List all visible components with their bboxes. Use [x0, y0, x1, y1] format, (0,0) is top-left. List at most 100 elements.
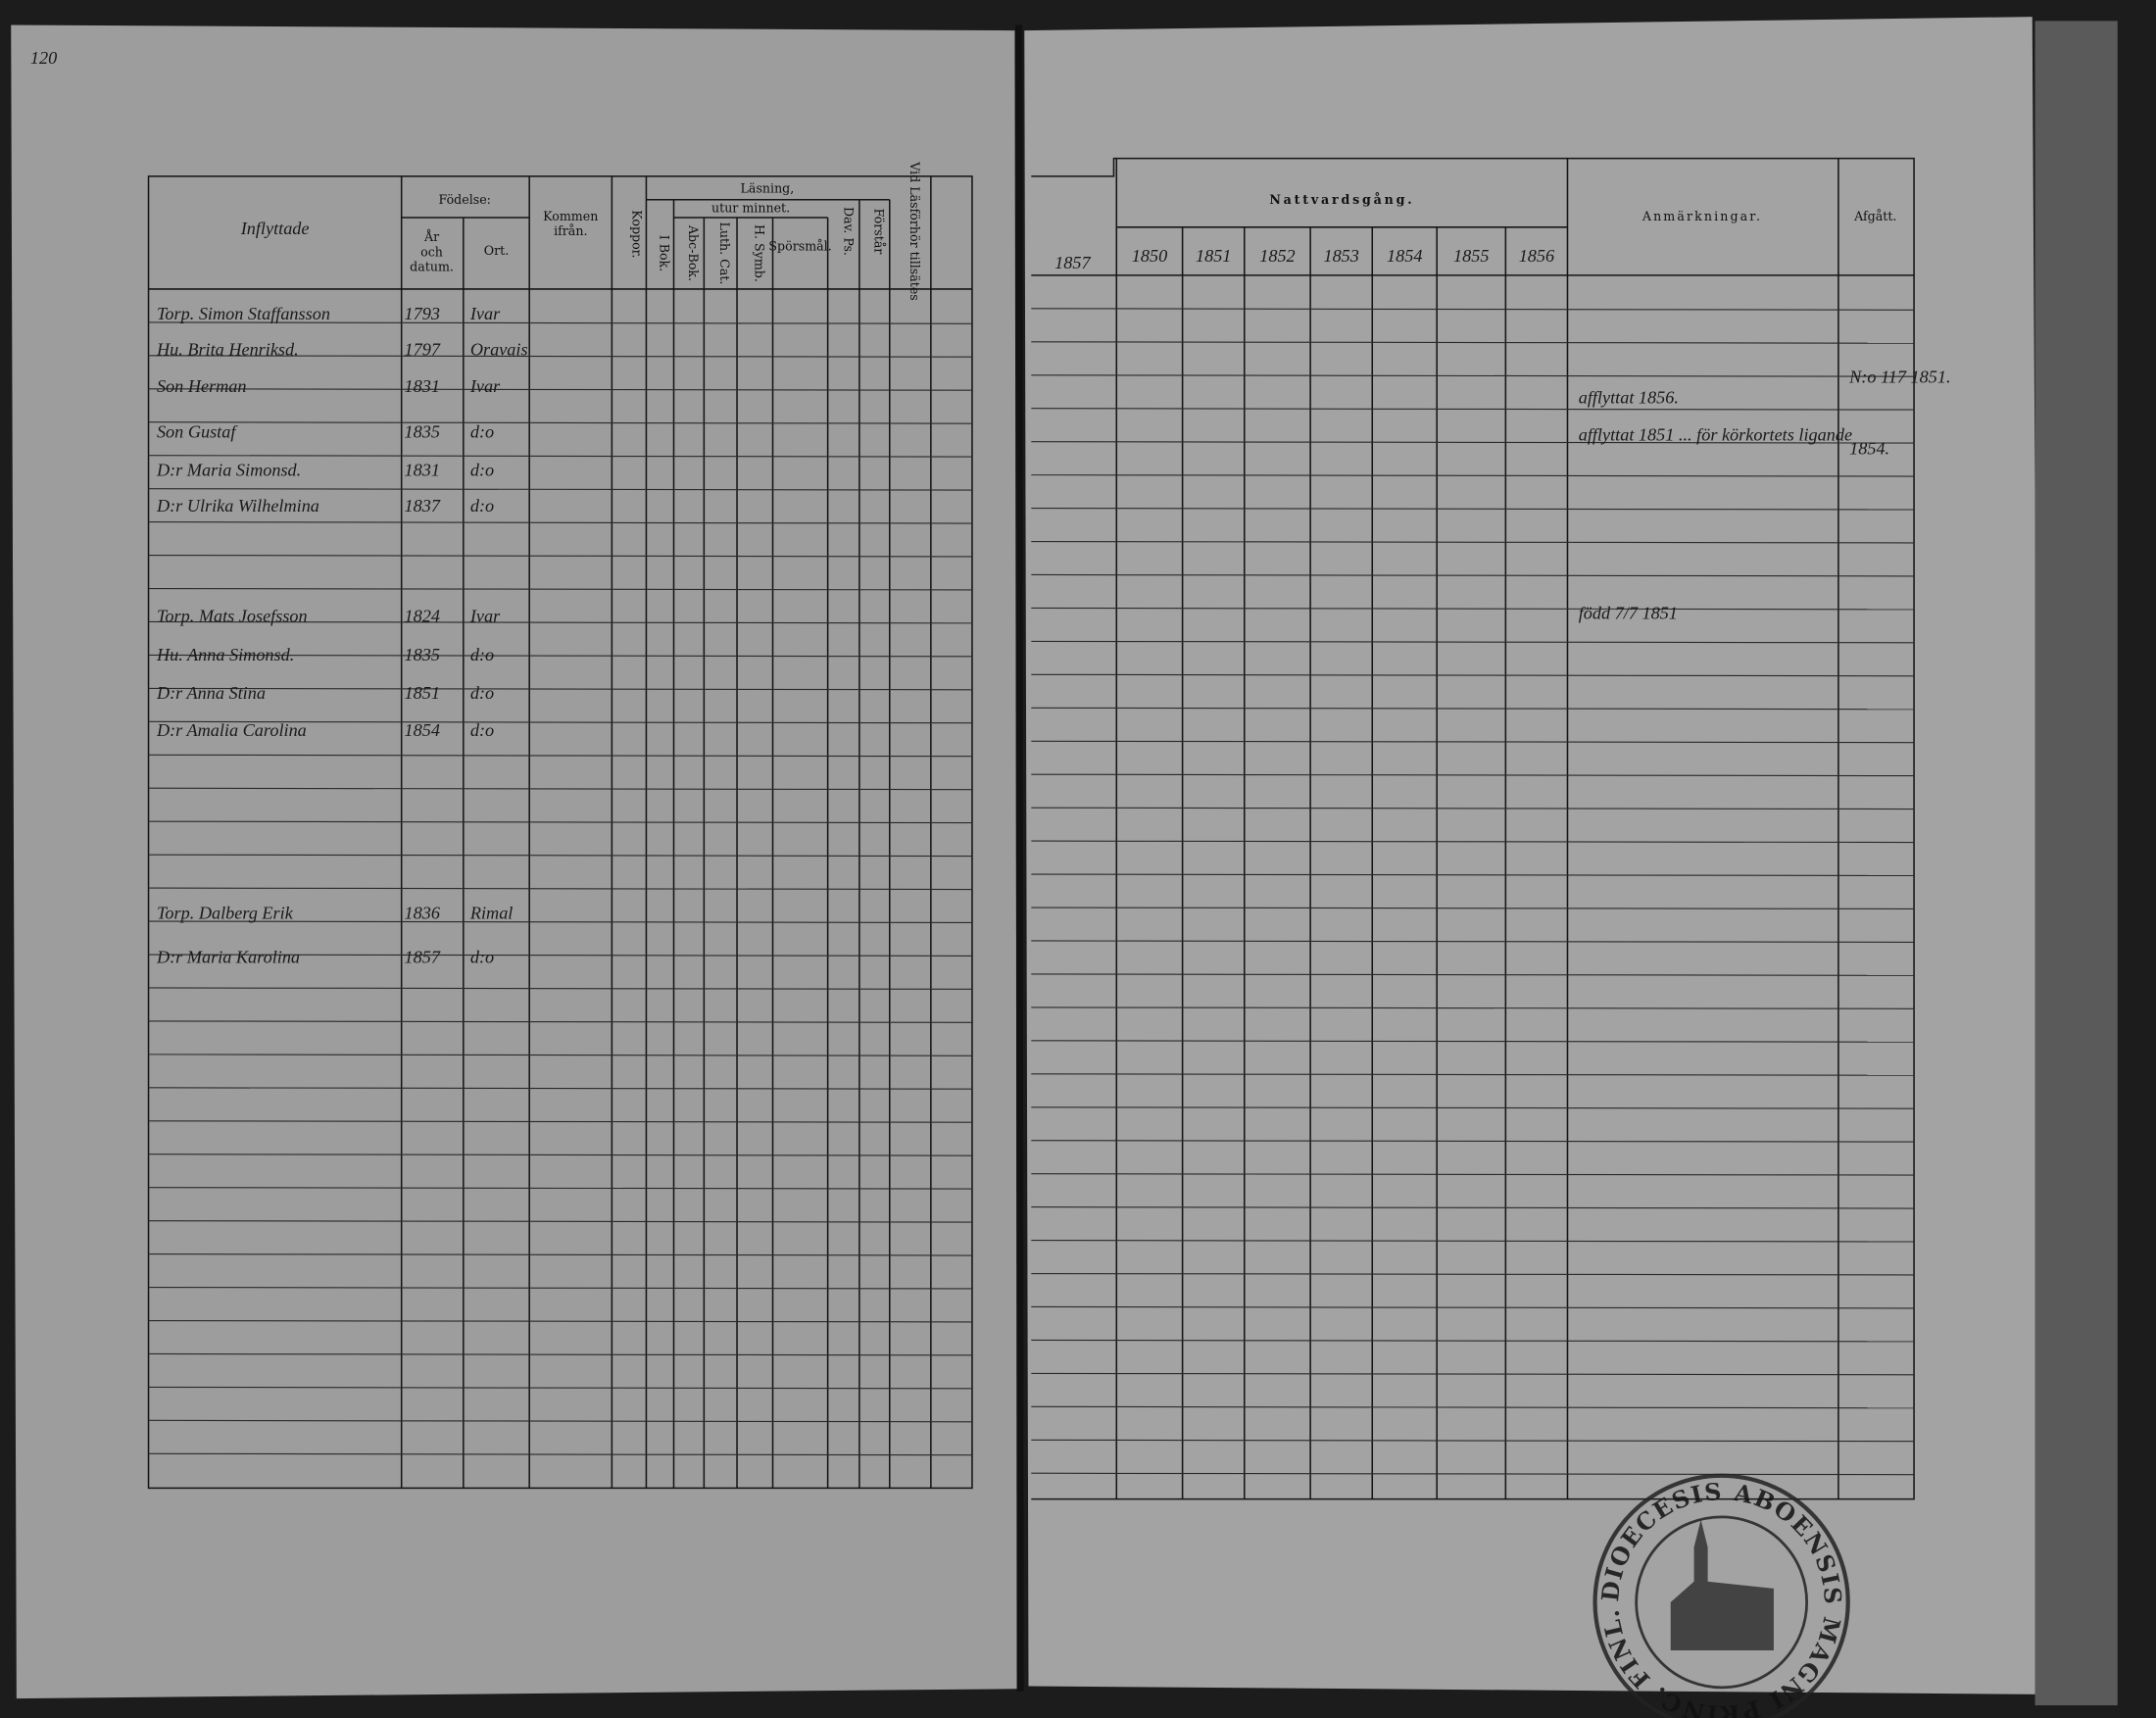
year-label: 1857 — [1054, 253, 1091, 272]
rule — [148, 820, 972, 824]
entry-born: 1831 — [405, 376, 440, 396]
heading: Dav. Ps. — [841, 207, 856, 256]
entry-name: Torp. Mats Josefsson — [157, 606, 308, 625]
heading: Ort. — [484, 243, 509, 258]
book-edge — [2034, 21, 2118, 1706]
departed: 1854. — [1849, 438, 1889, 458]
departed: N:o 117 1851. — [1848, 367, 1950, 386]
entry-name: Hu. Anna Simonsd. — [156, 645, 294, 664]
heading-line: och — [420, 244, 443, 259]
heading: Luth. Cat. — [717, 221, 732, 284]
heading-line: Spörsmål. — [768, 239, 831, 254]
rule — [148, 1087, 972, 1090]
rule — [1031, 308, 1915, 311]
rule — [148, 920, 972, 924]
year: 1854 — [1387, 246, 1422, 266]
heading: Koppor. — [629, 210, 644, 258]
stamp-ring — [1635, 1515, 1809, 1690]
rule — [1031, 1339, 1915, 1343]
entry-name: Torp. Dalberg Erik — [157, 904, 294, 923]
entry-place: Ivar — [469, 606, 501, 625]
entry-name: D:r Ulrika Wilhelmina — [156, 496, 319, 515]
rule — [148, 421, 972, 424]
rule — [148, 455, 972, 458]
entry-born: 1835 — [405, 421, 440, 441]
heading: I Bok. — [657, 235, 671, 272]
heading: Läsning, — [741, 181, 795, 196]
rule — [148, 1020, 972, 1023]
rule — [1031, 1006, 1915, 1009]
remark: född 7/7 1851 — [1579, 604, 1678, 623]
rule — [1031, 873, 1915, 877]
entry-place: Rimal — [469, 904, 514, 923]
rule — [148, 754, 972, 758]
entry-place: Ivar — [469, 376, 501, 396]
rule — [1031, 1439, 1915, 1443]
right-page — [1024, 17, 2042, 1694]
entry-place: Oravais — [470, 339, 528, 359]
entry-place: d:o — [470, 947, 494, 966]
entry-name: Son Gustaf — [157, 421, 238, 441]
rule — [1031, 773, 1915, 777]
heading-line: År — [423, 229, 440, 244]
heading: Anmärkningar. — [1642, 209, 1762, 223]
rule — [148, 720, 972, 724]
heading: Inflyttade — [240, 219, 310, 238]
rule — [1031, 474, 1915, 477]
heading: Abc-Bok. — [686, 224, 701, 281]
rule — [1031, 341, 1915, 344]
rule — [148, 1452, 972, 1456]
year: 1850 — [1132, 246, 1167, 266]
entry-born: 1837 — [405, 496, 441, 515]
rule — [148, 1120, 972, 1123]
year: 1851 — [1196, 246, 1231, 266]
year: 1853 — [1323, 246, 1358, 266]
heading: Spörsmål. — [768, 239, 831, 254]
rule — [148, 1319, 972, 1323]
entry-name: Torp. Simon Staffansson — [157, 304, 330, 323]
stamp-ring — [1592, 1473, 1850, 1718]
rule — [148, 854, 972, 858]
rule — [148, 620, 972, 624]
entry-born: 1851 — [405, 683, 440, 703]
rule — [1031, 807, 1915, 810]
rule — [1031, 408, 1915, 411]
gutter — [1015, 25, 1024, 1693]
rule — [1031, 1305, 1915, 1309]
entry-name: D:r Amalia Carolina — [156, 720, 307, 740]
table-frame — [147, 175, 973, 1490]
stamp-church — [1670, 1519, 1774, 1650]
heading: utur minnet. — [711, 200, 790, 215]
rule — [148, 1386, 972, 1390]
entry-name: D:r Maria Simonsd. — [156, 461, 301, 480]
heading: Nattvardsgång. — [1269, 192, 1414, 207]
rule — [148, 1419, 972, 1423]
rule — [148, 887, 972, 891]
entry-born: 1836 — [405, 904, 441, 923]
rule — [1031, 540, 1915, 544]
left-page — [11, 25, 1018, 1699]
rule — [148, 1220, 972, 1223]
heading-line: Ort. — [484, 243, 509, 258]
rule — [1031, 1372, 1915, 1376]
rule — [148, 687, 972, 691]
heading-line: ifrån. — [554, 223, 587, 238]
content: Inflyttade Födelse: År och datum. Ort. Kommen i… — [147, 157, 1951, 1718]
rule — [1031, 840, 1915, 844]
entry-name: D:r Anna Stina — [156, 683, 266, 703]
rule — [1031, 973, 1915, 976]
rule — [1031, 1106, 1915, 1109]
rule — [148, 355, 972, 358]
rule — [148, 321, 972, 324]
entry-born: 1857 — [405, 947, 441, 966]
heading-line: datum. — [410, 260, 454, 274]
entry-born: 1824 — [405, 606, 440, 625]
entry-born: 1831 — [405, 461, 440, 480]
rule — [1031, 1173, 1915, 1176]
rule — [148, 1286, 972, 1290]
rule — [1031, 940, 1915, 943]
entry-born: 1835 — [405, 645, 440, 664]
rule — [1031, 673, 1915, 677]
rule — [1031, 1140, 1915, 1143]
